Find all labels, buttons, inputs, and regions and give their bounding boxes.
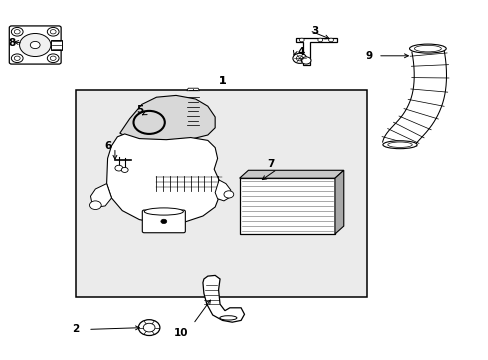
FancyBboxPatch shape [51,40,61,50]
Polygon shape [295,38,337,65]
Circle shape [47,54,59,63]
Circle shape [47,27,59,36]
Circle shape [20,33,51,57]
Text: 1: 1 [219,76,225,86]
Polygon shape [203,275,244,322]
Circle shape [115,165,122,171]
Ellipse shape [144,208,183,215]
Circle shape [301,57,310,64]
Text: 2: 2 [72,324,79,334]
Polygon shape [90,184,111,207]
Polygon shape [120,95,215,140]
Circle shape [30,41,40,49]
Text: 4: 4 [296,47,304,57]
Ellipse shape [382,141,416,149]
Text: 9: 9 [365,51,372,61]
Text: 10: 10 [173,328,188,338]
Polygon shape [334,170,343,234]
FancyBboxPatch shape [239,178,334,234]
Circle shape [299,38,304,42]
FancyBboxPatch shape [76,90,366,297]
Text: 7: 7 [267,159,275,169]
Circle shape [11,54,23,63]
Ellipse shape [409,44,445,53]
Circle shape [161,219,166,224]
Text: 6: 6 [104,141,111,151]
Circle shape [121,167,128,172]
Polygon shape [186,88,199,91]
Polygon shape [239,170,343,178]
Circle shape [317,38,322,42]
Polygon shape [106,134,220,224]
Circle shape [224,191,233,198]
Text: 5: 5 [136,105,142,115]
Text: 1: 1 [218,76,226,86]
FancyBboxPatch shape [9,26,61,64]
Polygon shape [215,180,230,201]
Circle shape [328,38,333,42]
Circle shape [292,53,306,63]
FancyBboxPatch shape [142,210,185,233]
Text: 3: 3 [311,26,318,36]
Circle shape [11,27,23,36]
Circle shape [138,320,160,336]
Circle shape [89,201,101,210]
Ellipse shape [219,316,237,320]
Text: 8: 8 [9,38,16,48]
